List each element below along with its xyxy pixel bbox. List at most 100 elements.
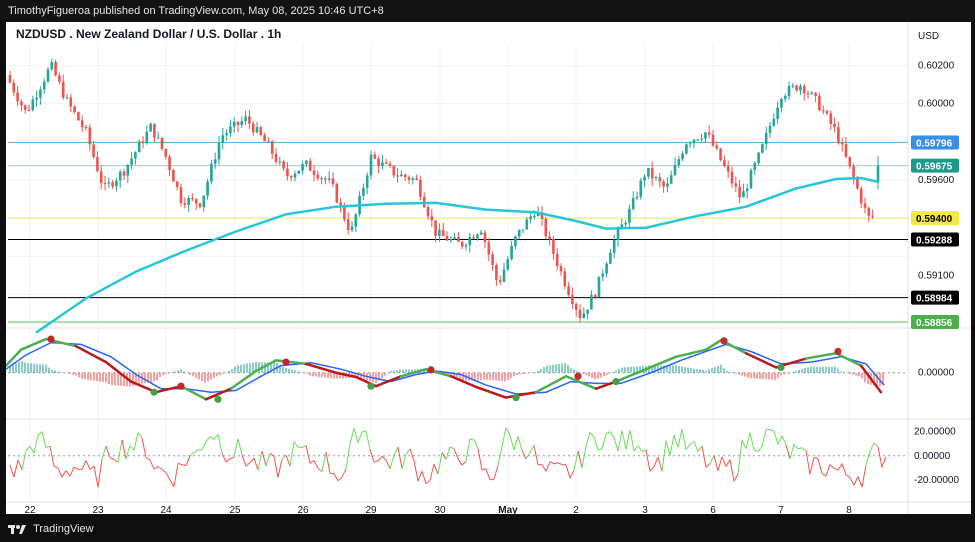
momentum-segment bbox=[189, 452, 195, 457]
candle-body bbox=[39, 89, 42, 98]
cross-down-dot bbox=[720, 337, 728, 345]
histogram-bar bbox=[174, 371, 176, 373]
momentum-segment bbox=[213, 434, 219, 440]
momentum-segment bbox=[245, 462, 251, 467]
momentum-segment bbox=[445, 446, 451, 460]
momentum-segment bbox=[33, 435, 39, 454]
momentum-segment bbox=[85, 460, 91, 470]
candle-body bbox=[650, 167, 654, 179]
histogram-bar bbox=[849, 372, 851, 374]
histogram-bar bbox=[639, 366, 641, 373]
candle-body bbox=[460, 241, 464, 247]
level-label-text: 0.59400 bbox=[916, 214, 953, 225]
candle-body bbox=[696, 139, 700, 141]
momentum-segment bbox=[697, 445, 703, 452]
histogram-bar bbox=[177, 370, 179, 373]
candle-body bbox=[407, 177, 411, 180]
time-tick-label: 29 bbox=[365, 505, 377, 514]
momentum-panel bbox=[8, 427, 908, 488]
candle-body bbox=[867, 207, 871, 216]
histogram-bar bbox=[801, 368, 803, 373]
candle-body bbox=[449, 238, 453, 241]
momentum-segment bbox=[517, 436, 523, 451]
momentum-segment bbox=[413, 460, 419, 482]
histogram-bar bbox=[18, 361, 20, 373]
momentum-segment bbox=[281, 454, 287, 460]
momentum-segment bbox=[365, 431, 371, 450]
histogram-bar bbox=[687, 367, 689, 373]
candle-body bbox=[692, 139, 696, 144]
histogram-bar bbox=[36, 363, 38, 373]
histogram-bar bbox=[495, 372, 497, 381]
candle-body bbox=[434, 220, 437, 236]
histogram-bar bbox=[81, 372, 83, 379]
histogram-bar bbox=[750, 372, 752, 379]
histogram-bar bbox=[522, 372, 524, 374]
momentum-segment bbox=[509, 434, 515, 451]
histogram-bar bbox=[867, 372, 869, 385]
momentum-segment bbox=[857, 476, 863, 488]
fast-line-segment bbox=[534, 375, 568, 394]
momentum-segment bbox=[409, 448, 415, 461]
candle-body bbox=[521, 229, 525, 231]
histogram-bar bbox=[732, 372, 734, 374]
candle-body bbox=[153, 123, 156, 138]
histogram-bar bbox=[297, 371, 299, 373]
momentum-segment bbox=[265, 453, 271, 466]
momentum-segment bbox=[597, 448, 603, 451]
candle-body bbox=[411, 178, 415, 180]
histogram-bar bbox=[48, 367, 50, 373]
histogram-bar bbox=[282, 367, 284, 373]
candle-body bbox=[502, 269, 506, 282]
candle-body bbox=[753, 163, 757, 171]
candle-body bbox=[308, 160, 312, 171]
histogram-bar bbox=[456, 372, 458, 380]
level-label-text: 0.59675 bbox=[916, 162, 953, 173]
momentum-segment bbox=[177, 462, 183, 466]
momentum-segment bbox=[741, 439, 747, 449]
momentum-segment bbox=[65, 470, 71, 477]
momentum-segment bbox=[201, 441, 207, 451]
histogram-bar bbox=[327, 372, 329, 378]
momentum-segment bbox=[721, 456, 727, 467]
candle-body bbox=[704, 132, 707, 139]
histogram-bar bbox=[534, 372, 536, 373]
histogram-bar bbox=[258, 362, 260, 373]
candle-body bbox=[221, 135, 225, 143]
histogram-bar bbox=[513, 372, 515, 377]
histogram-bar bbox=[573, 369, 575, 373]
histogram-bar bbox=[201, 372, 203, 381]
histogram-bar bbox=[474, 372, 476, 381]
momentum-segment bbox=[153, 466, 159, 470]
chart-canvas[interactable]: 0.602000.600000.596000.591000.0000020.00… bbox=[6, 22, 971, 514]
histogram-bar bbox=[39, 364, 41, 373]
momentum-segment bbox=[257, 451, 263, 471]
candle-body bbox=[647, 167, 650, 177]
candle-body bbox=[745, 188, 749, 192]
candle-body bbox=[726, 165, 730, 172]
momentum-segment bbox=[877, 446, 883, 468]
level-label-box bbox=[911, 232, 959, 247]
momentum-segment bbox=[21, 450, 27, 471]
momentum-segment bbox=[193, 449, 199, 453]
candle-body bbox=[799, 85, 802, 91]
candle-body bbox=[392, 166, 396, 176]
moving-average bbox=[35, 176, 879, 334]
histogram-bar bbox=[549, 365, 551, 373]
candle-body bbox=[362, 187, 365, 196]
momentum-segment bbox=[525, 452, 531, 460]
candle-body bbox=[571, 294, 574, 305]
histogram-bar bbox=[666, 365, 668, 373]
price-tick-label: 0.60000 bbox=[918, 99, 955, 110]
histogram-bar bbox=[51, 369, 53, 373]
fast-line-segment bbox=[644, 355, 678, 371]
momentum-segment bbox=[801, 447, 807, 451]
candle-body bbox=[65, 97, 69, 99]
histogram-bar bbox=[882, 372, 884, 384]
histogram-bar bbox=[300, 372, 302, 373]
candle-body bbox=[476, 234, 479, 239]
histogram-bar bbox=[768, 372, 770, 380]
histogram-bar bbox=[237, 365, 239, 373]
momentum-segment bbox=[117, 439, 123, 463]
momentum-segment bbox=[137, 432, 143, 439]
